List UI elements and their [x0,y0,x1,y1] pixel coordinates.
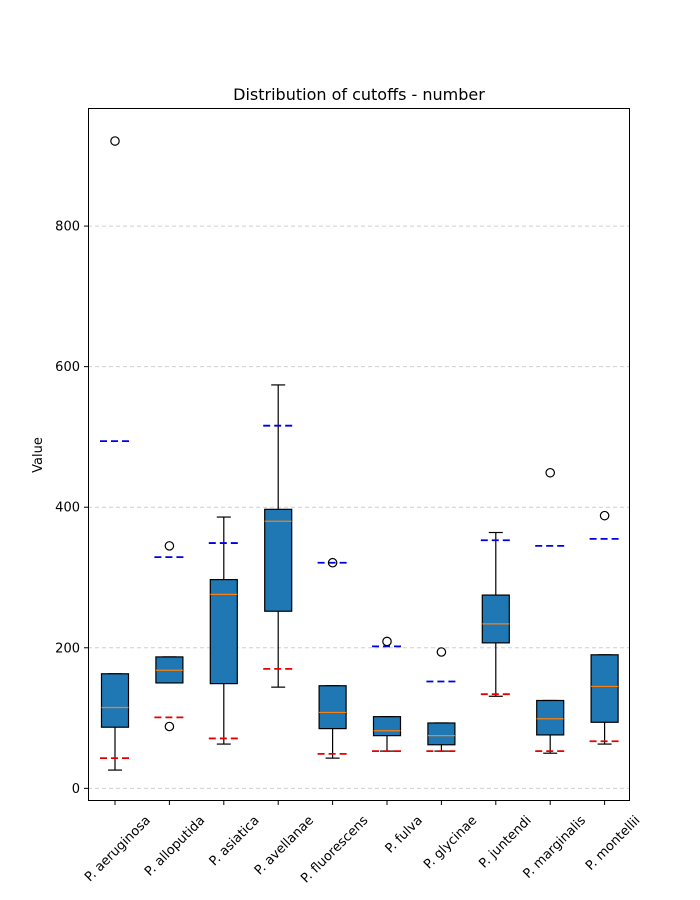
box-group-7 [480,531,511,697]
box-group-3 [263,384,294,688]
outlier-point [164,721,175,732]
grid-layer [88,225,630,789]
x-tick-label-6: P. glycinae [421,813,480,872]
y-tick-label-800: 800 [55,220,80,235]
outlier-point [436,647,447,657]
outlier-point [599,510,610,521]
box-iqr [100,673,130,728]
box-iqr [481,594,510,644]
box-group-4 [317,557,348,759]
outlier-point [545,467,555,478]
boxes-layer [100,136,620,771]
box-iqr [318,685,347,730]
box-iqr [209,579,238,685]
outlier-point [164,541,175,551]
x-tick-label-7: P. juntendi [476,813,534,871]
box-group-0 [100,136,130,771]
outlier-point [382,636,392,647]
box-group-8 [535,467,566,754]
y-tick-label-0: 0 [72,782,80,797]
x-tick-label-5: P. fulva [383,813,426,856]
y-axis-label: Value [31,437,46,473]
box-iqr [536,699,565,736]
chart-title: Distribution of cutoffs - number [233,85,485,104]
box-iqr [372,716,402,737]
box-group-6 [426,647,457,752]
y-tick-label-200: 200 [55,641,80,656]
plot-frame [88,108,630,801]
box-group-1 [154,541,185,732]
x-tick-label-2: P. asiatica [207,813,263,869]
outlier-point [110,136,120,146]
y-tick-label-600: 600 [55,360,80,375]
box-group-5 [372,636,402,752]
box-group-2 [208,516,239,745]
x-tick-label-0: P. aeruginosa [82,813,154,885]
box-iqr [264,508,293,612]
box-iqr [590,654,619,723]
box-group-9 [589,510,620,745]
box-iqr [427,722,456,746]
y-tick-label-400: 400 [55,501,80,516]
outlier-point [327,557,338,568]
x-tick-label-9: P. montellii [583,813,643,873]
y-axis-ticks: 0 200 400 600 800 [55,220,88,797]
